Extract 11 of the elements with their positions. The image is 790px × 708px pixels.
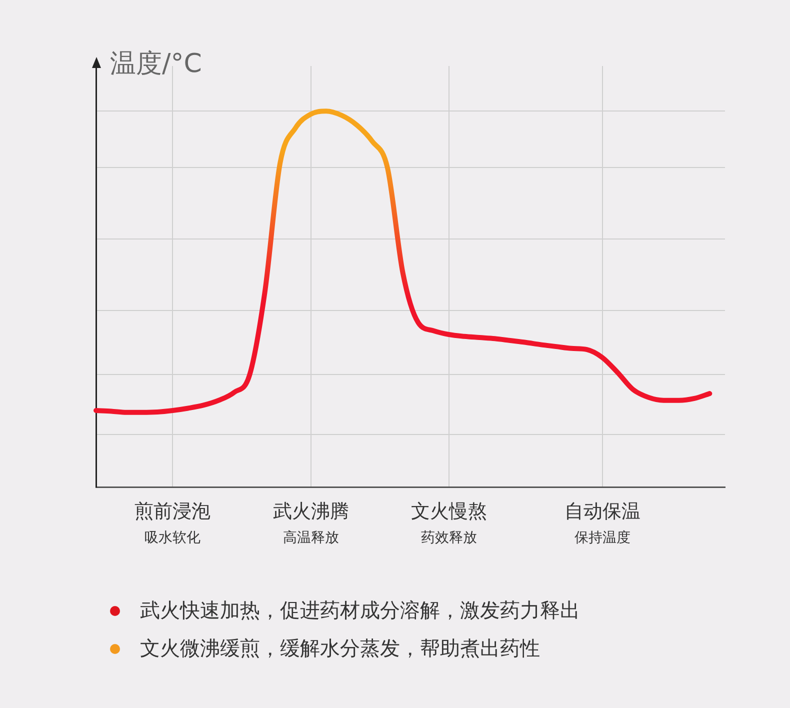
x-tick-label: 煎前浸泡 [134, 500, 211, 523]
text: 吸水软化 [144, 530, 201, 546]
x-tick-label: 文火慢熬 [410, 500, 487, 523]
x-tick-label: 自动保温 [564, 500, 640, 523]
text: 武火快速加热，促进药材成分溶解，激发药力释出 [140, 597, 580, 624]
text: 高温释放 [282, 530, 339, 546]
x-tick-label: 武火沸腾 [272, 500, 349, 523]
y-axis-title: 温度/°C [110, 48, 202, 81]
text: 保持温度 [574, 530, 630, 546]
text: 药效释放 [420, 530, 477, 546]
text: 文火微沸缓煎，缓解水分蒸发，帮助煮出药性 [140, 635, 540, 662]
